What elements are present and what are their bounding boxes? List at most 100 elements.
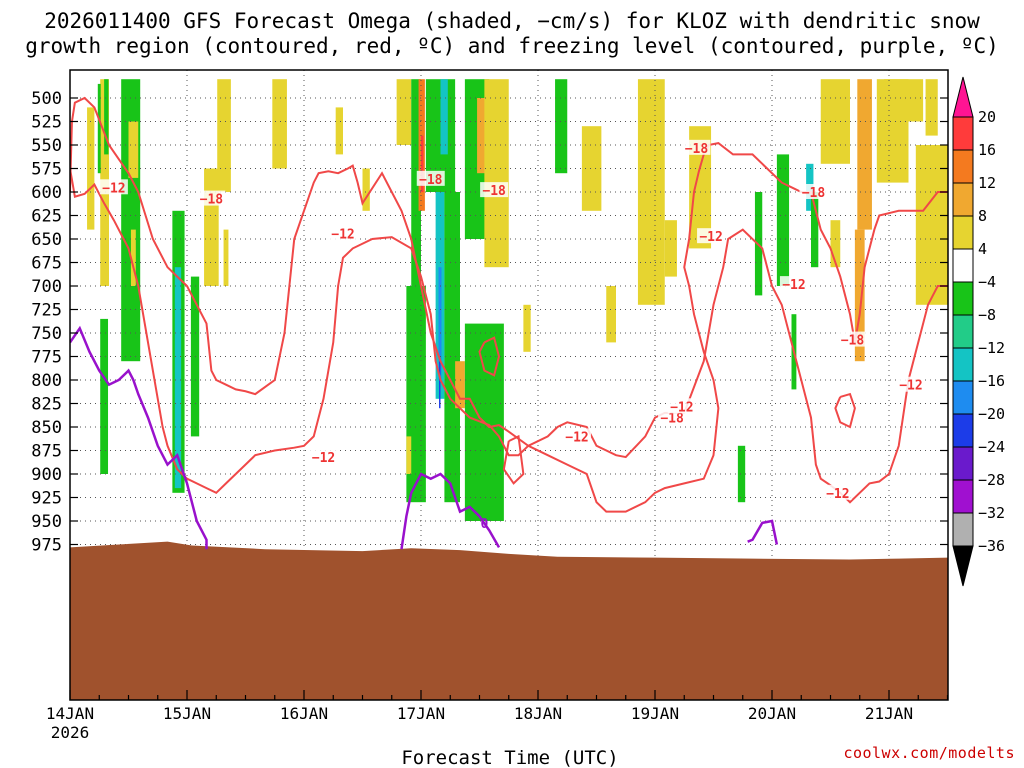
y-tick-label: 675 (31, 254, 62, 274)
chart-title-line-2: growth region (contoured, red, ºC) and f… (25, 34, 999, 58)
isotherm-contour-0 (70, 96, 948, 513)
y-tick-label: 600 (31, 183, 62, 203)
y-tick-label: 950 (31, 512, 62, 532)
isotherm-label-bg (823, 484, 852, 500)
colorbar-label: −12 (978, 339, 1005, 357)
x-tick-label: 18JAN (514, 704, 562, 723)
colorbar-label: −20 (978, 405, 1005, 423)
omega-cell-34 (555, 79, 568, 174)
omega-cell-16 (362, 168, 370, 211)
isotherm-label-bg (667, 398, 696, 414)
isotherm-label: −18 (419, 173, 443, 188)
terrain-surface (70, 541, 948, 700)
colorbar-swatch (952, 215, 974, 250)
omega-cell-50 (884, 79, 924, 122)
omega-cell-15 (335, 107, 343, 155)
isotherm-label-bg (480, 182, 509, 198)
isotherm-label: −12 (699, 230, 722, 245)
x-tick-label: 19JAN (631, 704, 679, 723)
isotherm-label-bg (838, 331, 867, 347)
colorbar-label: 12 (978, 174, 996, 192)
freezing-label: 0 (480, 517, 488, 532)
colorbar-label: 16 (978, 141, 996, 159)
colorbar-swatch (952, 281, 974, 316)
x-tick-label: 17JAN (397, 704, 445, 723)
isotherm-label-bg (682, 139, 711, 155)
isotherm-label-bg (658, 409, 687, 425)
omega-cell-38 (664, 220, 677, 277)
colorbar-bottom-arrow (952, 545, 974, 587)
colorbar-label: −32 (978, 504, 1005, 522)
omega-cell-13 (223, 229, 229, 286)
freezing-contour-1 (400, 472, 501, 550)
isotherm-label-bg (799, 184, 828, 199)
omega-cell-47 (857, 79, 872, 230)
isotherm-label: −12 (565, 430, 588, 445)
colorbar-label: −24 (978, 438, 1005, 456)
isotherm-label-bg (896, 376, 925, 392)
omega-cell-4 (100, 318, 109, 474)
isotherm-label-bg (309, 449, 338, 465)
isotherm-label: −12 (312, 451, 335, 466)
omega-cell-26 (444, 192, 460, 503)
omega-cell-14 (272, 79, 287, 169)
y-tick-label: 875 (31, 442, 62, 462)
isotherm-contour-1 (70, 168, 948, 504)
x-tick-label: 21JAN (865, 704, 913, 723)
colorbar-swatch (952, 248, 974, 283)
isotherm-labels: −12−18−12−12−18−18−12−18−12−18−12−18−12−… (99, 139, 925, 532)
y-tick-label: 775 (31, 348, 62, 368)
isotherm-label-bg (197, 190, 226, 206)
chart-title-line-1: 2026011400 GFS Forecast Omega (shaded, −… (44, 9, 980, 33)
y-tick-label: 925 (31, 489, 62, 509)
omega-cell-30 (477, 98, 487, 174)
colorbar-swatch (952, 380, 974, 415)
omega-cell-44 (811, 192, 819, 268)
isotherm-label-bg (99, 179, 128, 195)
isotherm-closed-2 (502, 434, 525, 485)
y-tick-label: 625 (31, 207, 62, 227)
freezing-contour-2 (747, 519, 779, 545)
colorbar-label: −4 (978, 273, 996, 291)
freezing-level-contour (70, 325, 779, 550)
y-tick-label: 725 (31, 301, 62, 321)
colorbar-label: 8 (978, 207, 987, 225)
colorbar-swatch (952, 347, 974, 382)
omega-cell-35 (581, 126, 602, 211)
omega-cell-27 (440, 79, 448, 155)
isotherm-label-bg (563, 428, 591, 444)
isotherm-label-bg (697, 228, 726, 244)
colorbar-swatch (952, 512, 974, 547)
omega-cell-25 (439, 361, 441, 409)
colorbar-swatch (952, 446, 974, 481)
credit-link[interactable]: coolwx.com/modelts (843, 744, 1015, 762)
omega-cell-6 (128, 121, 139, 178)
isotherm-label: −18 (200, 193, 224, 208)
omega-cell-36 (606, 286, 616, 343)
omega-cell-53 (737, 445, 746, 503)
colorbar-top-arrow (952, 76, 974, 118)
isotherm-label: −18 (660, 412, 684, 427)
y-tick-label: 850 (31, 418, 62, 438)
omega-cell-9 (174, 267, 182, 489)
isotherm-closed-0 (478, 336, 501, 377)
isotherm-label: −12 (670, 400, 693, 415)
isotherm-closed-1 (834, 392, 856, 429)
isotherm-label: −12 (782, 278, 805, 293)
omega-cell-39 (689, 126, 712, 249)
colorbar-label: −28 (978, 471, 1005, 489)
colorbar-swatch (952, 149, 974, 184)
dendritic-isotherms (70, 96, 948, 513)
colorbar-label: 4 (978, 240, 987, 258)
y-tick-label: 500 (31, 89, 62, 109)
y-tick-label: 900 (31, 465, 62, 485)
isotherm-label: −18 (802, 186, 826, 201)
isotherm-label: −18 (482, 184, 506, 199)
y-tick-label: 650 (31, 230, 62, 250)
colorbar-label: 20 (978, 108, 996, 126)
omega-cell-41 (776, 154, 790, 286)
y-tick-label: 700 (31, 277, 62, 297)
y-tick-label: 575 (31, 160, 62, 180)
